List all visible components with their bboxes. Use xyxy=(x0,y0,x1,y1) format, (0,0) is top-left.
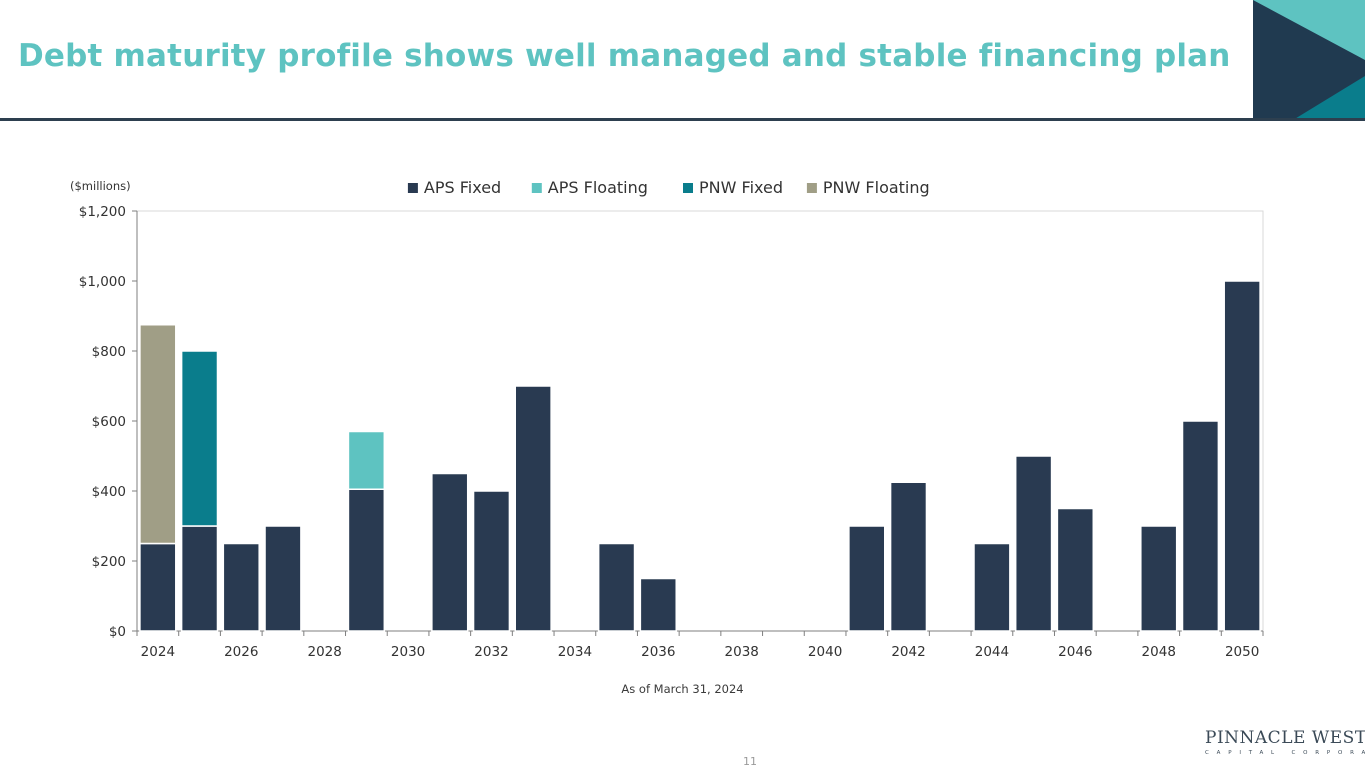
header-rule xyxy=(0,118,1365,121)
legend-label: APS Floating xyxy=(548,178,648,197)
y-tick-label: $1,000 xyxy=(79,274,126,290)
bar-aps-fixed xyxy=(1223,280,1261,632)
y-tick-label: $800 xyxy=(92,344,126,360)
legend-swatch xyxy=(407,183,418,193)
legend-swatch xyxy=(531,183,542,193)
bar-aps-floating xyxy=(347,430,386,490)
legend-swatch xyxy=(806,183,817,193)
legend-label: PNW Fixed xyxy=(699,178,783,197)
page-number: 11 xyxy=(743,755,757,768)
corner-teal-shape xyxy=(1253,0,1365,60)
bar-aps-fixed xyxy=(1014,455,1053,632)
x-tick-label: 2046 xyxy=(1058,644,1092,660)
x-tick-label: 2034 xyxy=(558,644,592,660)
page-title: Debt maturity profile shows well managed… xyxy=(18,38,1231,74)
corner-decoration xyxy=(1253,0,1365,120)
debt-maturity-chart: $0 $200 $400 $600 $800 $1,000 $1,200 2024 2026 20… xyxy=(70,178,1264,660)
x-tick-label: 2040 xyxy=(808,644,842,660)
plot-area-border xyxy=(136,210,1264,632)
legend-label: PNW Floating xyxy=(823,178,930,197)
bar-pnw-floating xyxy=(139,324,177,545)
y-tick-label: $0 xyxy=(109,624,126,640)
bar-aps-fixed xyxy=(973,542,1011,632)
company-logo: PINNACLE WEST CAPITAL CORPORATION xyxy=(1205,728,1365,756)
bar-aps-fixed xyxy=(848,525,886,632)
x-tick-label: 2032 xyxy=(474,644,508,660)
x-tick-label: 2026 xyxy=(224,644,258,660)
x-tick-label: 2028 xyxy=(307,644,341,660)
bar-aps-fixed xyxy=(222,542,260,632)
x-tick-label: 2030 xyxy=(391,644,425,660)
as-of-footnote: As of March 31, 2024 xyxy=(621,682,744,696)
x-tick-label: 2036 xyxy=(641,644,675,660)
bar-aps-fixed xyxy=(1140,525,1178,632)
legend-label: APS Fixed xyxy=(424,178,501,197)
x-tick-label: 2050 xyxy=(1225,644,1259,660)
unit-label: ($millions) xyxy=(70,179,131,193)
bar-aps-fixed xyxy=(347,488,386,632)
y-tick-label: $200 xyxy=(92,554,126,570)
y-tick-label: $600 xyxy=(92,414,126,430)
y-tick-label: $400 xyxy=(92,484,126,500)
x-tick-label: 2048 xyxy=(1142,644,1176,660)
bar-pnw-fixed xyxy=(180,350,219,527)
x-tick-label: 2044 xyxy=(975,644,1009,660)
y-tick-label: $1,200 xyxy=(79,204,126,220)
bar-aps-fixed xyxy=(639,577,677,632)
bar-aps-fixed xyxy=(597,542,636,632)
bar-aps-fixed xyxy=(431,472,469,632)
bar-aps-fixed xyxy=(264,525,302,632)
bar-aps-fixed xyxy=(472,490,511,632)
bar-aps-fixed xyxy=(139,542,177,632)
bar-aps-fixed xyxy=(889,481,928,632)
x-tick-label: 2038 xyxy=(725,644,759,660)
x-tick-label: 2042 xyxy=(891,644,925,660)
corner-deep-shape xyxy=(1293,76,1365,120)
bar-aps-fixed xyxy=(180,525,219,632)
bar-aps-fixed xyxy=(1181,420,1220,632)
x-tick-label: 2024 xyxy=(141,644,175,660)
logo-wordmark: PINNACLE WEST xyxy=(1205,728,1365,748)
bar-aps-fixed xyxy=(514,385,552,632)
bar-aps-fixed xyxy=(1056,507,1095,632)
logo-subtitle: CAPITAL CORPORATION xyxy=(1205,750,1365,756)
legend-swatch xyxy=(683,183,693,193)
